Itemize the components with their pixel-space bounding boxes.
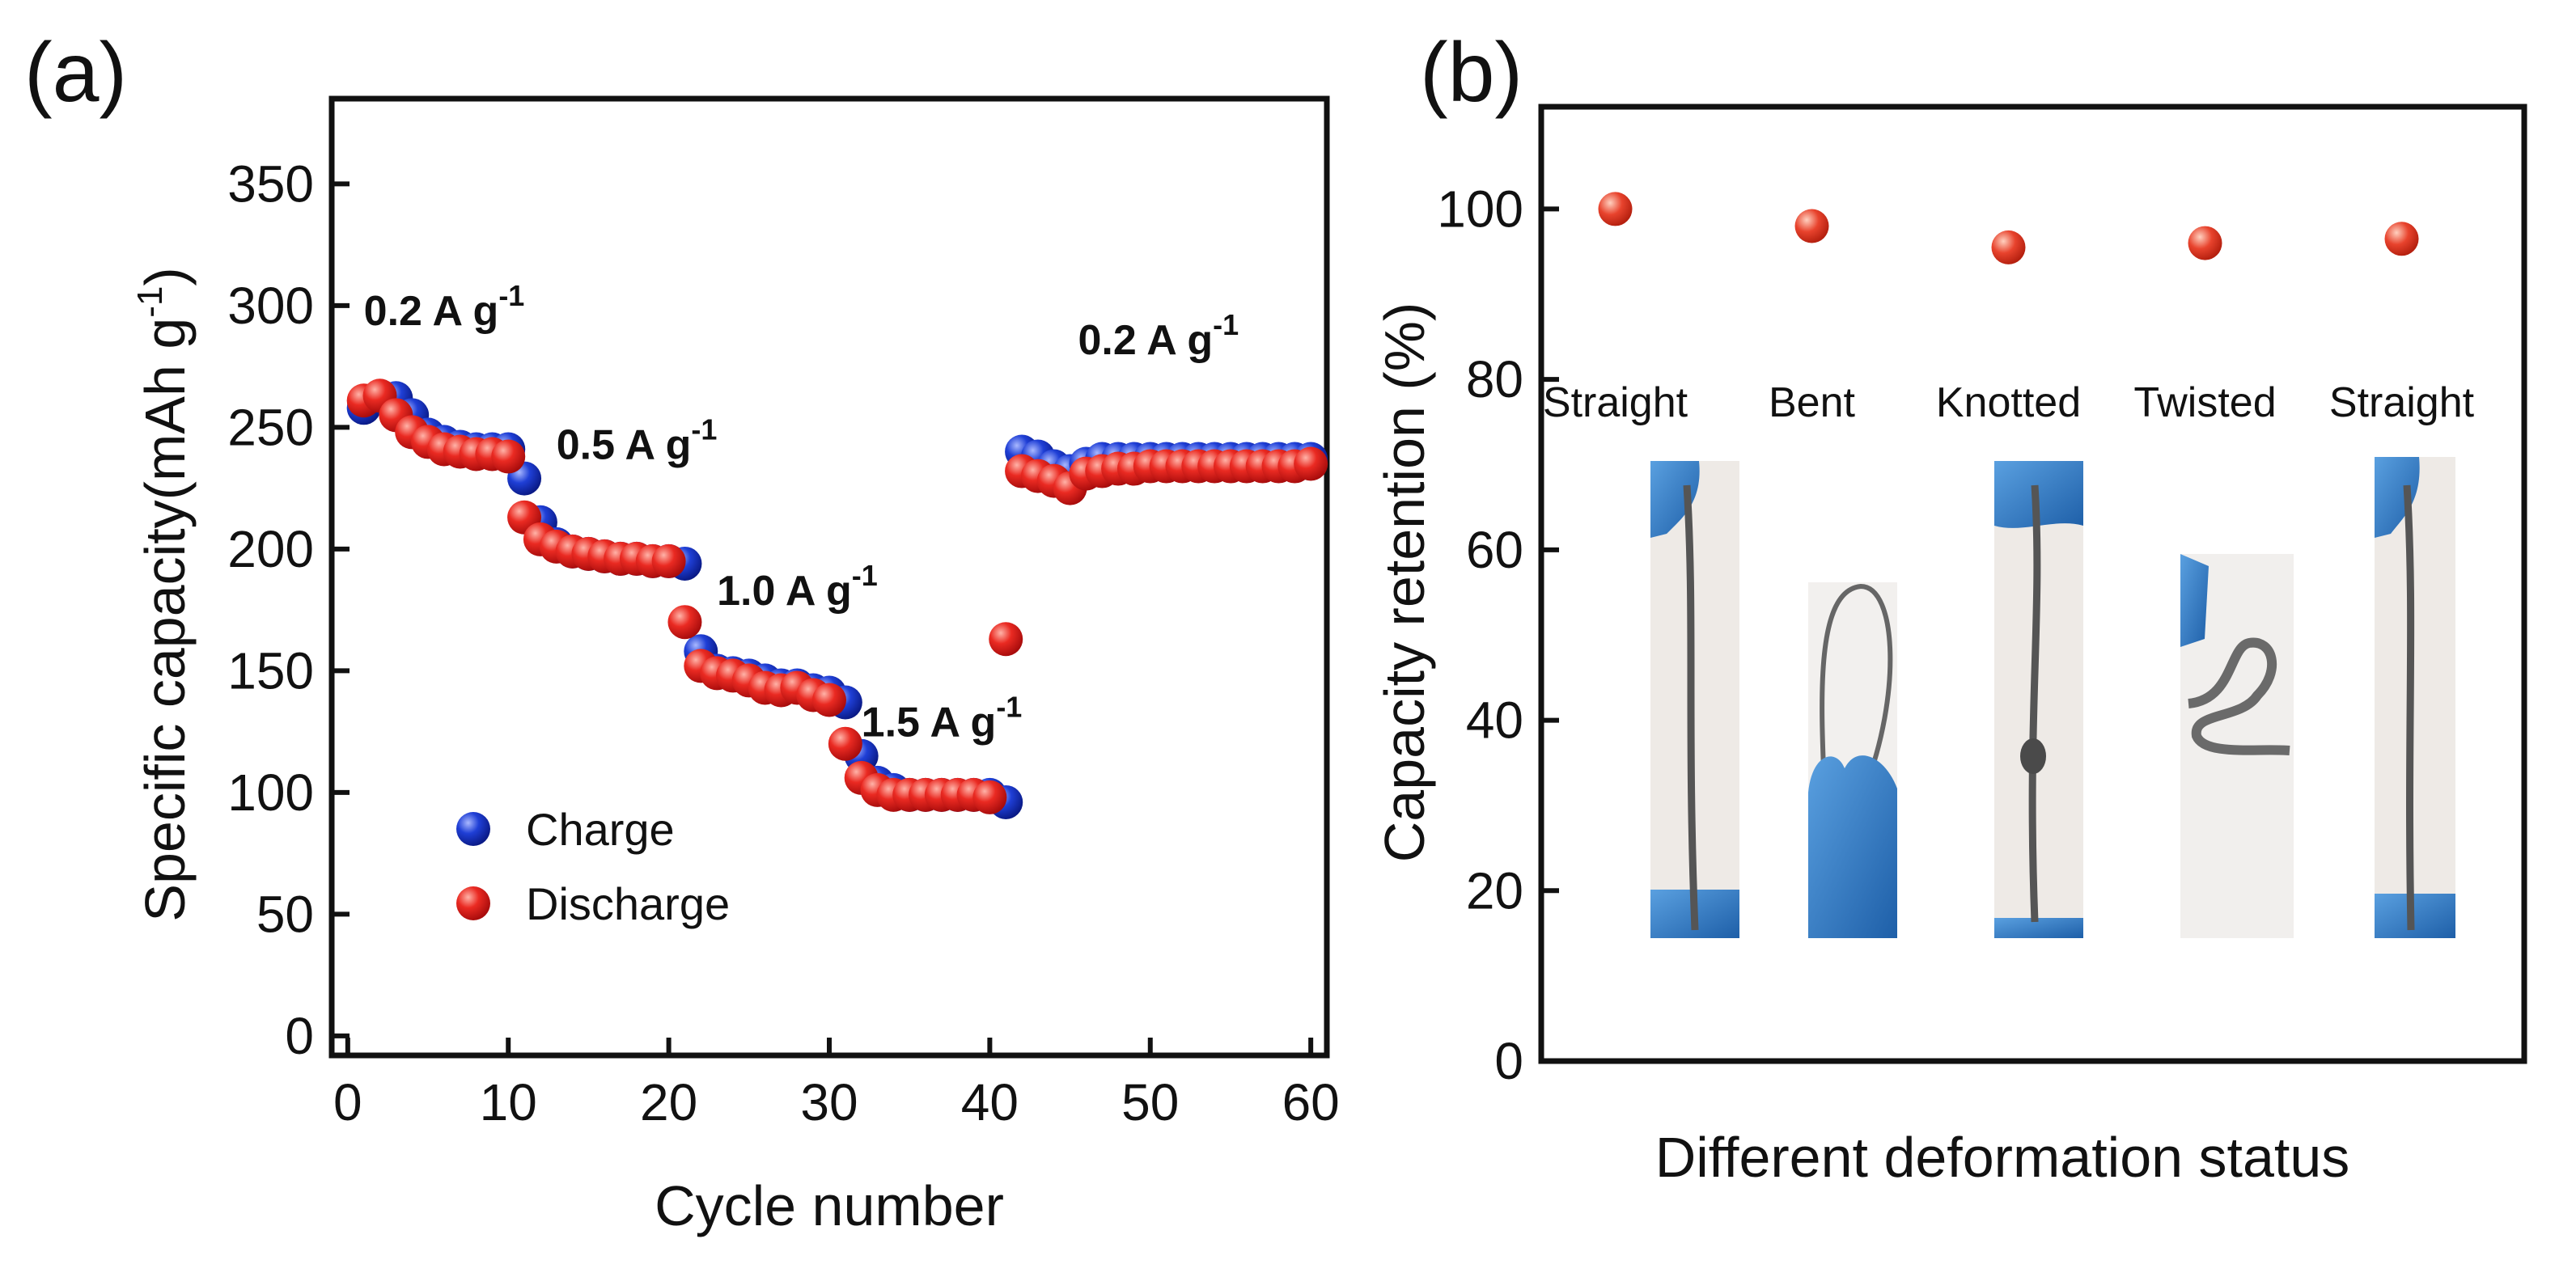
- retention-point: [2188, 226, 2222, 260]
- panel-b-label: (b): [1420, 26, 1523, 120]
- x-tick-label: 0: [333, 1073, 362, 1131]
- rate-label: 1.0 A g-1: [717, 559, 878, 615]
- panel-b-plot-frame: [1538, 104, 2527, 1064]
- y-tick-label: 350: [227, 154, 314, 213]
- panel-b-category-labels: Straight Bent Knotted Twisted Straight: [1543, 379, 2475, 426]
- panel-a-label: (a): [24, 26, 127, 120]
- rate-label: 0.2 A g-1: [364, 279, 525, 335]
- y-tick-label: 80: [1466, 350, 1523, 408]
- panel-b-y-axis: 0 20 40 60 80 100: [1437, 180, 1559, 1090]
- y-tick-label: 0: [285, 1007, 314, 1065]
- discharge-point: [828, 726, 862, 761]
- discharge-point: [651, 543, 686, 578]
- y-tick-label: 50: [256, 885, 314, 943]
- bent-fiber-photo: [1808, 582, 1897, 938]
- x-tick-label: 40: [961, 1073, 1019, 1131]
- discharge-point: [972, 780, 1007, 814]
- panel-b-y-axis-title: Capacity retention (%): [1373, 302, 1436, 863]
- y-tick-label: 200: [227, 520, 314, 578]
- panel-a-rate-labels: 0.2 A g-1 0.5 A g-1 1.0 A g-1 1.5 A g-1 0.2 …: [364, 279, 1239, 746]
- legend-discharge-marker: [456, 886, 490, 920]
- panel-b-data-points: [1598, 192, 2419, 264]
- legend-charge-marker: [456, 812, 490, 846]
- y-tick-label: 100: [1437, 180, 1523, 238]
- panel-a-x-axis-title: Cycle number: [655, 1174, 1004, 1237]
- retention-point: [1991, 230, 2026, 264]
- y-tick-label: 250: [227, 398, 314, 456]
- rate-label: 0.2 A g-1: [1078, 308, 1239, 364]
- panel-a-x-axis: 0 10 20 30 40 50 60: [333, 1038, 1340, 1131]
- x-tick-label: 10: [480, 1073, 537, 1131]
- y-tick-label: 300: [227, 277, 314, 335]
- discharge-point: [491, 439, 526, 474]
- discharge-point: [989, 622, 1023, 657]
- panel-a-legend: Charge Discharge: [456, 804, 730, 929]
- y-tick-label: 40: [1466, 691, 1523, 750]
- x-tick-label: 20: [640, 1073, 697, 1131]
- retention-point: [1794, 209, 1829, 243]
- discharge-point: [1294, 446, 1328, 481]
- category-label: Knotted: [1936, 379, 2081, 426]
- twisted-fiber-photo: [2180, 554, 2294, 938]
- panel-b: (b) 0 20 40 60 80 100 Different deformation s…: [1373, 26, 2527, 1189]
- rate-label: 0.5 A g-1: [557, 413, 718, 469]
- legend-charge-label: Charge: [526, 804, 675, 855]
- category-label: Straight: [1543, 379, 1688, 426]
- x-tick-label: 50: [1121, 1073, 1179, 1131]
- knotted-fiber-photo: [1994, 461, 2083, 938]
- rate-label: 1.5 A g-1: [862, 691, 1023, 746]
- panel-a-y-axis-title: Specific capacity(mAh g-1): [130, 267, 197, 921]
- discharge-point: [812, 683, 846, 717]
- y-tick-label: 100: [227, 763, 314, 822]
- category-label: Straight: [2329, 379, 2475, 426]
- retention-point: [2384, 222, 2419, 256]
- x-tick-label: 30: [800, 1073, 858, 1131]
- retention-point: [1598, 192, 1633, 226]
- category-label: Twisted: [2133, 379, 2276, 426]
- y-tick-label: 150: [227, 641, 314, 700]
- straight-fiber-photo: [1650, 461, 1739, 938]
- straight-fiber-photo-2: [2375, 457, 2455, 938]
- legend-discharge-label: Discharge: [526, 878, 730, 929]
- panel-a-y-axis: 0 50 100 150 200 250 300 350: [227, 154, 350, 1065]
- y-tick-label: 0: [1494, 1032, 1523, 1090]
- x-tick-label: 60: [1282, 1073, 1340, 1131]
- category-label: Bent: [1769, 379, 1856, 426]
- y-tick-label: 20: [1466, 861, 1523, 920]
- panel-a-data-points: [346, 378, 1328, 819]
- discharge-point: [667, 605, 702, 640]
- panel-b-x-axis-title: Different deformation status: [1655, 1126, 2350, 1189]
- y-tick-label: 60: [1466, 521, 1523, 579]
